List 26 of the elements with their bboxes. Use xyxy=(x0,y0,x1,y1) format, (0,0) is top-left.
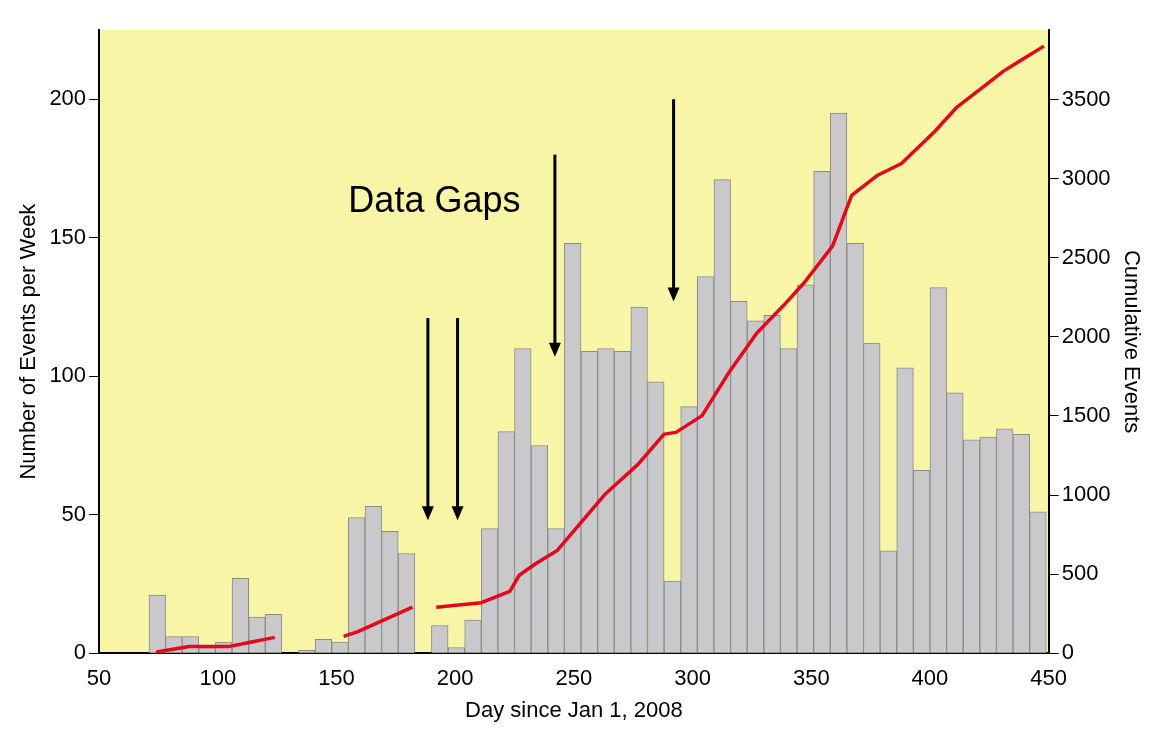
y-axis-title: Number of Events per Week xyxy=(15,202,41,480)
x-tick-label: 350 xyxy=(792,665,830,691)
y-tick-label: 0 xyxy=(73,639,87,665)
y-tick-label: 100 xyxy=(49,362,87,388)
x-tick-label: 100 xyxy=(199,665,237,691)
y2-tick-label: 2500 xyxy=(1061,243,1111,269)
x-tick-label: 450 xyxy=(1030,665,1068,691)
x-tick-label: 400 xyxy=(911,665,949,691)
y-tick-label: 50 xyxy=(61,500,87,526)
y-tick-label: 150 xyxy=(49,223,87,249)
x-tick-label: 300 xyxy=(674,665,711,691)
x-tick-label: 50 xyxy=(86,665,112,691)
y2-tick-label: 500 xyxy=(1061,560,1099,586)
x-tick-label: 200 xyxy=(436,665,474,691)
y2-tick-label: 3000 xyxy=(1061,164,1111,190)
annotation: Data Gaps xyxy=(348,178,521,220)
y2-tick-label: 1500 xyxy=(1061,402,1111,427)
y2-tick-label: 0 xyxy=(1061,639,1074,665)
y2-axis-title: Cumulative Events xyxy=(1119,249,1145,434)
x-tick-label: 150 xyxy=(318,665,355,691)
y-tick-label: 200 xyxy=(49,85,87,111)
x-tick-label: 250 xyxy=(555,665,593,691)
y2-tick-label: 1000 xyxy=(1061,481,1111,507)
y2-tick-label: 3500 xyxy=(1061,85,1111,111)
x-axis-title: Day since Jan 1, 2008 xyxy=(465,696,683,722)
y2-tick-label: 2000 xyxy=(1061,322,1111,348)
